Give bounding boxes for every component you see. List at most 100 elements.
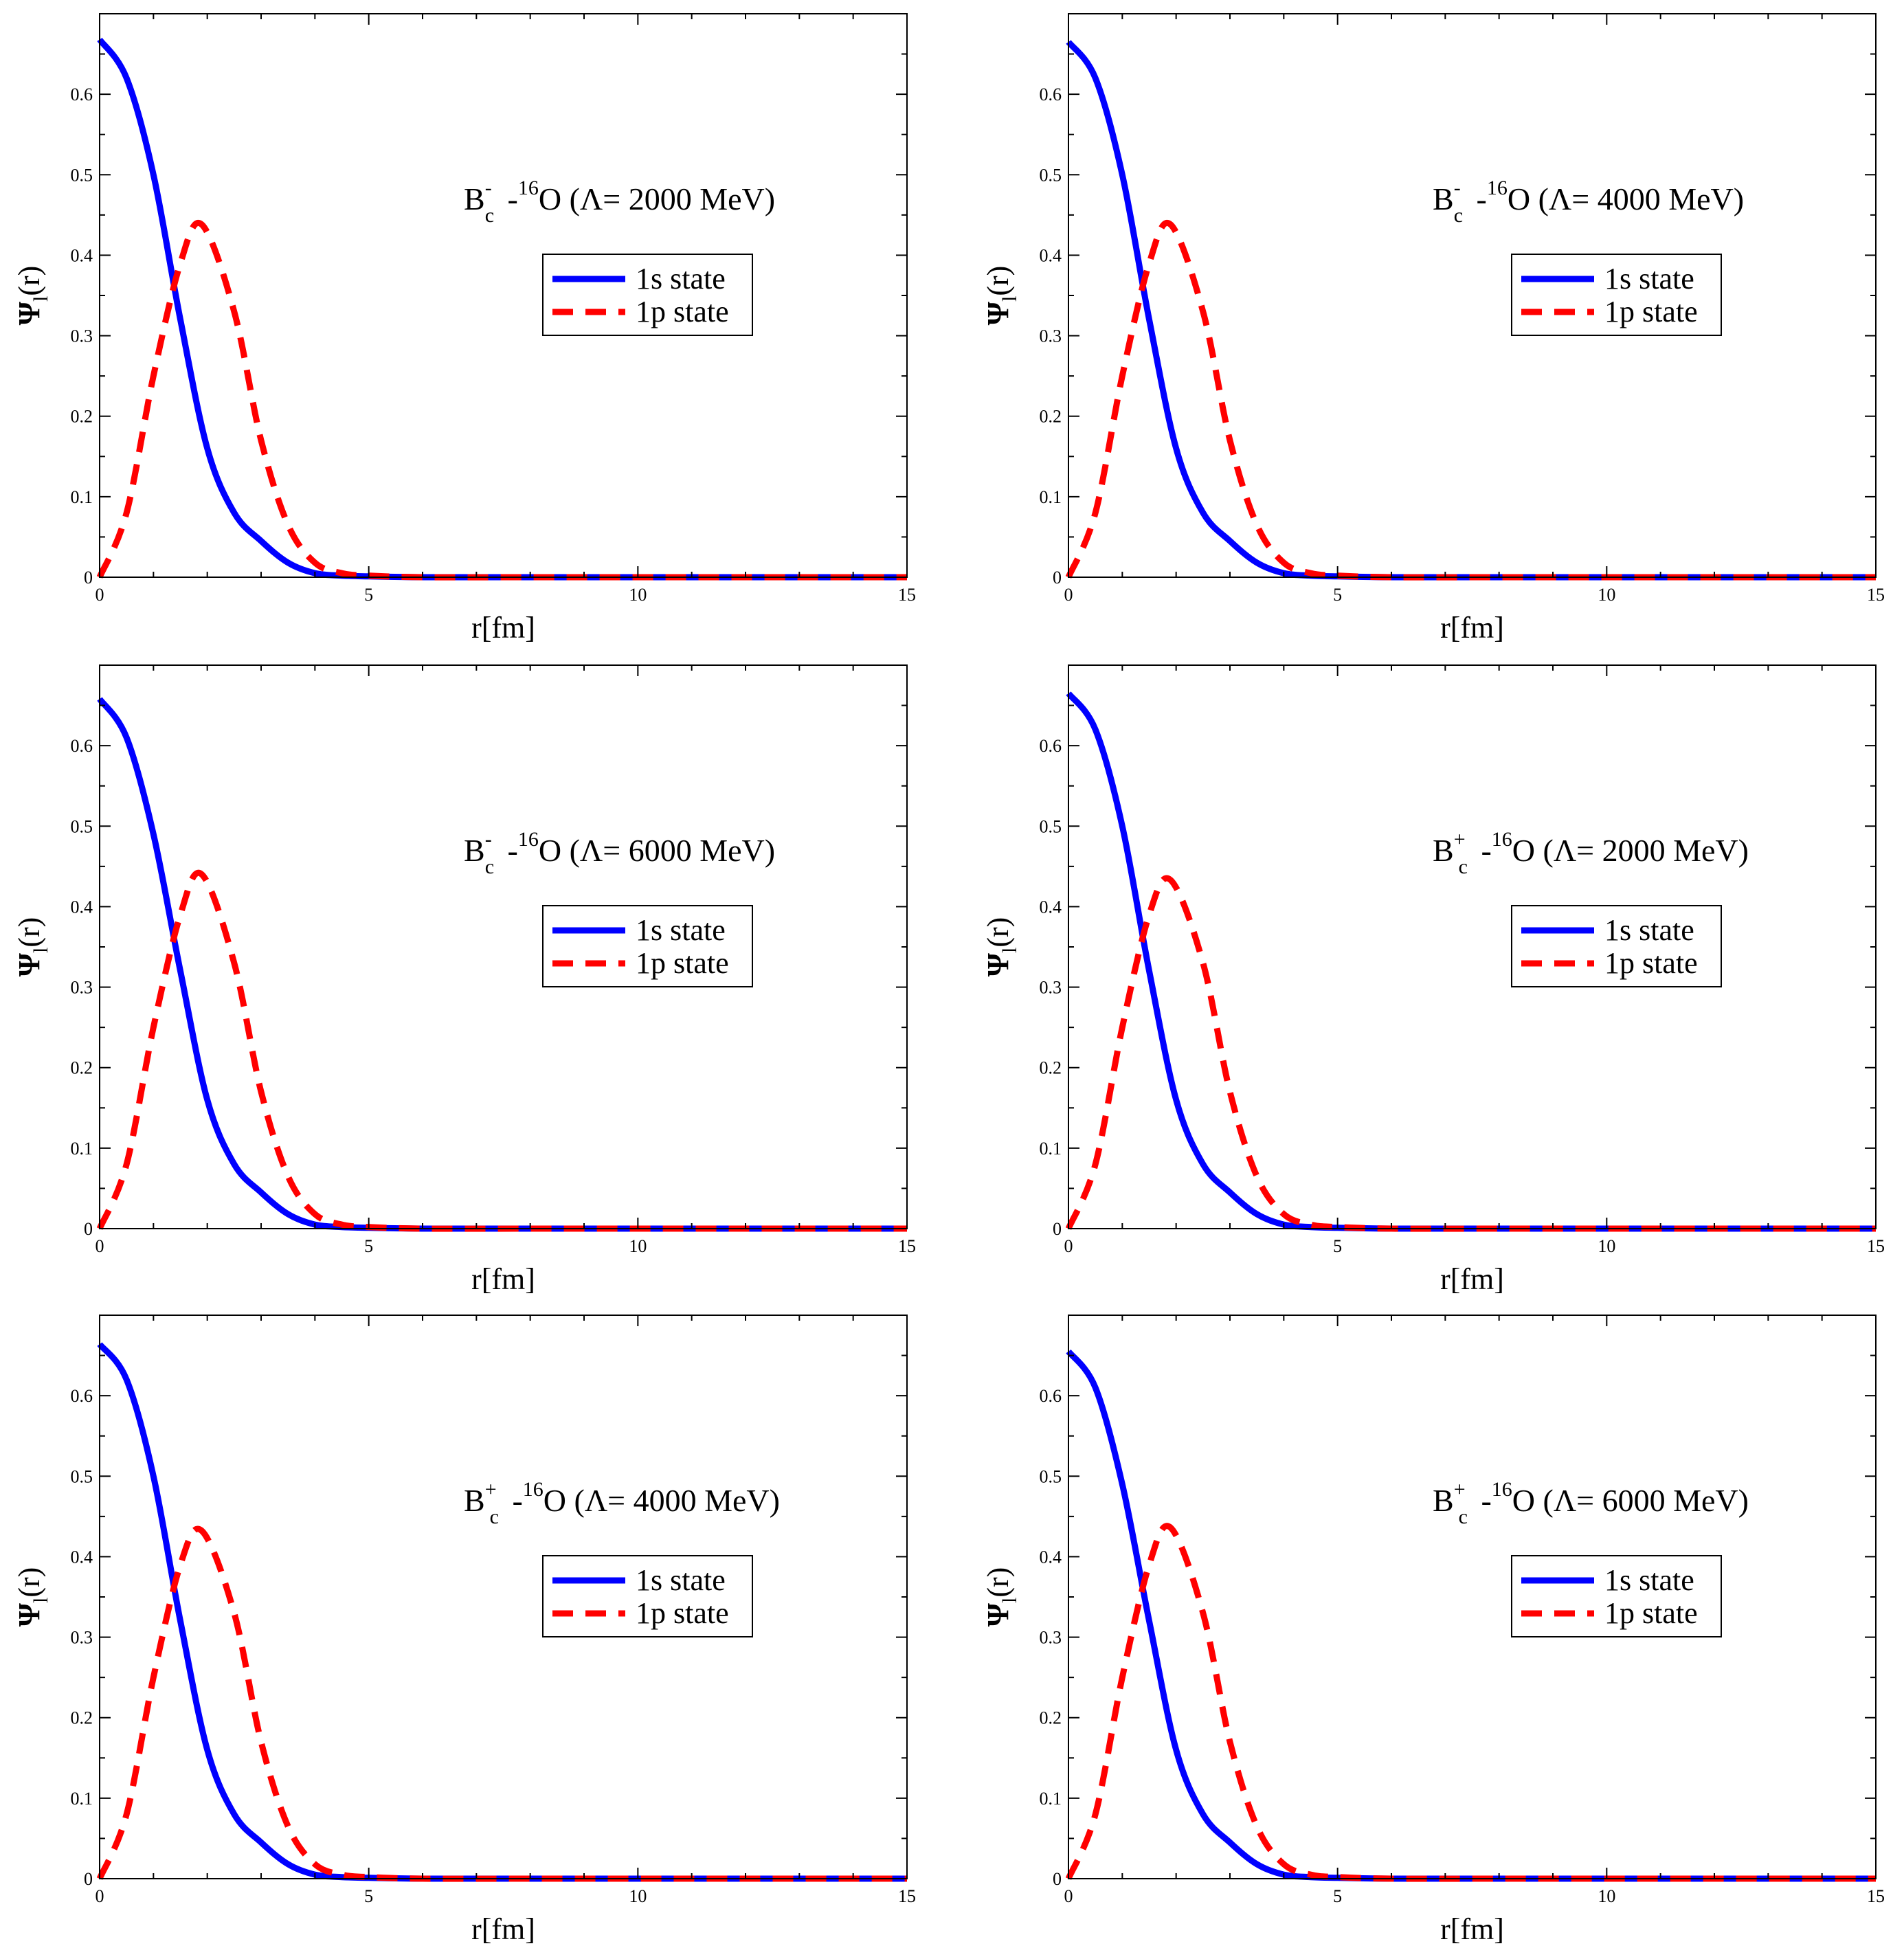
y-axis-title: Ψl(r) [12, 917, 52, 977]
y-tick-label: 0.2 [1040, 407, 1062, 427]
x-tick-label: 0 [96, 1886, 104, 1906]
legend-box [1511, 905, 1722, 987]
panel-annotation: B+ c -16O (Λ= 2000 MeV) [1433, 828, 1749, 878]
y-axis-subscript: l [998, 948, 1021, 953]
x-axis-title: r[fm] [1440, 611, 1504, 645]
annotation-charge: + [485, 1478, 497, 1501]
annotation-mass-number: 16 [518, 177, 539, 199]
y-tick-label: 0.2 [1040, 1058, 1062, 1078]
chart-panel-6: 0 5 10 15 0 0.1 0.2 0.3 0.4 0.5 0.6 r[fm] Ψl(r) B+ c -… [981, 1315, 1885, 1946]
x-tick-label: 5 [364, 1886, 373, 1906]
series-line-1s [97, 37, 907, 581]
legend-label: 1s state [636, 1563, 726, 1597]
x-tick-label: 5 [364, 585, 373, 605]
legend-box [1511, 254, 1722, 336]
x-tick-label: 0 [1064, 585, 1073, 605]
y-tick-label: 0.2 [71, 1708, 93, 1728]
y-axis-symbol: Ψ [12, 1602, 46, 1626]
chart-panel-5: 0 5 10 15 0 0.1 0.2 0.3 0.4 0.5 0.6 r[fm] Ψl(r) B+ c -… [12, 1315, 916, 1946]
annotation-subscript: c [485, 204, 494, 227]
x-axis-title: r[fm] [471, 1912, 535, 1946]
y-tick-label: 0.2 [71, 407, 93, 427]
panel-annotation: B-c -16O (Λ= 2000 MeV) [464, 177, 775, 227]
y-tick-label: 0 [1053, 568, 1062, 588]
x-tick-label: 15 [898, 1886, 916, 1906]
y-tick-label: 0.4 [71, 1547, 93, 1567]
legend-label: 1s state [636, 913, 726, 947]
series-line-1p [1065, 220, 1876, 581]
x-tick-label: 5 [1333, 585, 1342, 605]
y-tick-label: 0.4 [71, 897, 93, 917]
y-tick-label: 0.6 [71, 1386, 93, 1406]
y-tick-label: 0.4 [71, 245, 93, 265]
annotation-lambda: (Λ= 2000 MeV) [1535, 833, 1749, 868]
y-tick-label: 0.1 [1040, 1789, 1062, 1809]
y-tick-label: 0.5 [1040, 165, 1062, 185]
panel-annotation: B+ c -16O (Λ= 4000 MeV) [464, 1478, 780, 1528]
annotation-dash: - [504, 1483, 523, 1518]
annotation-dash: - [500, 833, 518, 868]
y-axis-subscript: l [30, 948, 52, 953]
annotation-mass-number: 16 [523, 1478, 544, 1501]
y-tick-label: 0.6 [1040, 736, 1062, 756]
y-tick-label: 0.6 [1040, 85, 1062, 104]
legend-label: 1p state [636, 295, 729, 328]
y-axis-arg: (r) [12, 917, 46, 948]
annotation-subscript: c [485, 856, 494, 878]
annotation-charge: - [1454, 177, 1461, 199]
y-tick-label: 0.6 [1040, 1386, 1062, 1406]
y-tick-label: 0.3 [71, 1628, 93, 1648]
annotation-lambda: (Λ= 4000 MeV) [1530, 181, 1744, 216]
x-tick-label: 15 [898, 585, 916, 605]
y-tick-label: 0 [1053, 1219, 1062, 1239]
y-tick-label: 0.5 [1040, 1466, 1062, 1486]
x-tick-label: 10 [629, 1236, 647, 1256]
y-axis-symbol: Ψ [12, 952, 46, 976]
x-axis-title: r[fm] [471, 1262, 535, 1296]
y-axis-arg: (r) [981, 266, 1015, 296]
annotation-subscript: c [1459, 1506, 1468, 1528]
annotation-species: B [464, 1483, 485, 1518]
x-tick-label: 5 [1333, 1886, 1342, 1906]
legend-label: 1p state [1604, 1596, 1698, 1630]
annotation-charge: - [485, 177, 492, 199]
annotation-nucleus: O [539, 833, 561, 868]
annotation-lambda: (Λ= 2000 MeV) [561, 181, 775, 216]
legend-label: 1s state [636, 262, 726, 295]
legend-label: 1p state [636, 946, 729, 980]
series-line-1p [96, 869, 907, 1232]
y-axis-subscript: l [998, 1598, 1021, 1603]
legend-label: 1p state [1604, 946, 1698, 980]
series-line-1s [1066, 1349, 1876, 1882]
annotation-charge: - [485, 828, 492, 851]
y-axis-arg: (r) [981, 1567, 1015, 1598]
x-tick-label: 15 [1867, 1236, 1885, 1256]
annotation-charge: + [1454, 1478, 1466, 1501]
y-axis-subscript: l [998, 296, 1021, 302]
y-tick-label: 0.3 [71, 978, 93, 998]
annotation-charge: + [1454, 828, 1466, 851]
annotation-species: B [1433, 181, 1454, 216]
x-tick-label: 10 [1598, 585, 1615, 605]
chart-panel-4: 0 5 10 15 0 0.1 0.2 0.3 0.4 0.5 0.6 r[fm] Ψl(r) B+ c -… [981, 664, 1885, 1296]
legend-box [542, 1555, 753, 1637]
legend-box [542, 254, 753, 336]
panel-annotation: B-c -16O (Λ= 6000 MeV) [464, 828, 775, 878]
y-axis-symbol: Ψ [981, 952, 1015, 976]
y-tick-label: 0.2 [71, 1058, 93, 1078]
y-axis-symbol: Ψ [12, 301, 46, 325]
y-axis-title: Ψl(r) [981, 266, 1021, 326]
y-axis-title: Ψl(r) [12, 1567, 52, 1627]
x-tick-label: 10 [629, 1886, 647, 1906]
series-line-1p [96, 220, 907, 581]
series-line-1p [1065, 1523, 1876, 1882]
y-tick-label: 0.4 [1040, 897, 1062, 917]
y-axis-arg: (r) [12, 266, 46, 296]
annotation-mass-number: 16 [518, 828, 539, 851]
y-tick-label: 0 [1053, 1869, 1062, 1889]
y-axis-title: Ψl(r) [981, 1567, 1021, 1627]
annotation-nucleus: O [1508, 181, 1530, 216]
y-axis-title: Ψl(r) [981, 917, 1021, 977]
x-axis-title: r[fm] [1440, 1262, 1504, 1296]
